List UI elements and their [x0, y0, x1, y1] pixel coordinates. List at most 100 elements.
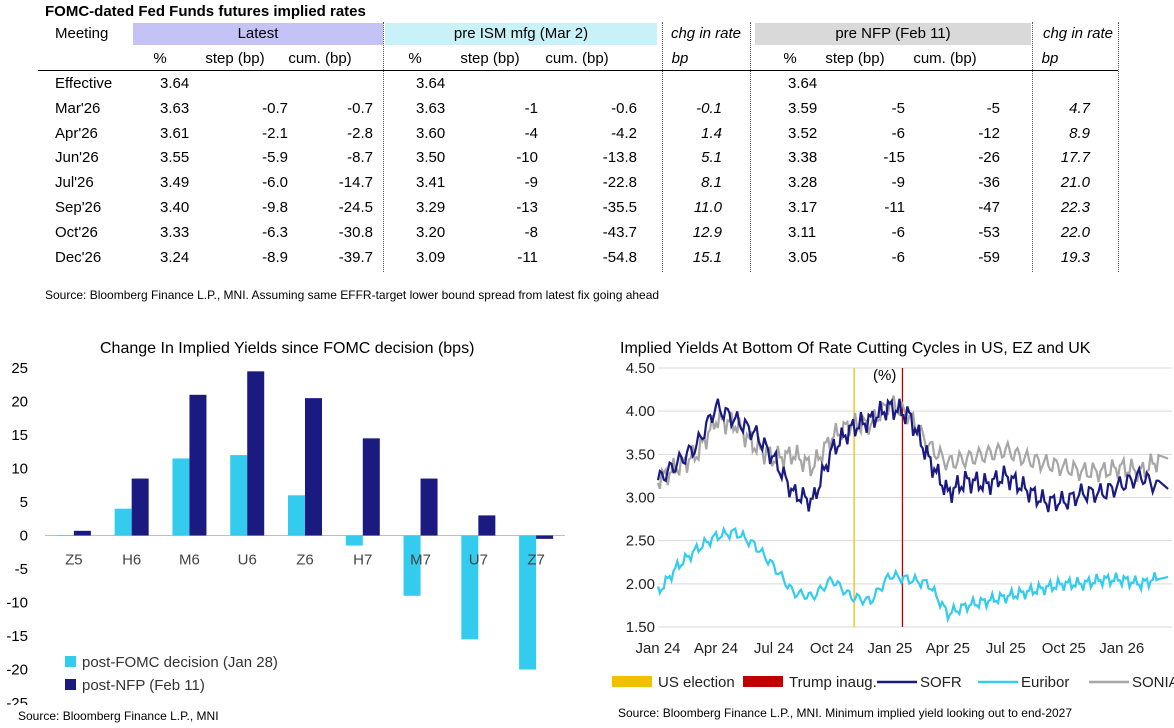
y-tick-label: 15 — [11, 427, 28, 444]
subheader: step (bp) — [205, 50, 265, 67]
x-tick-label: M7 — [410, 552, 431, 569]
table-cell: 8.1 — [701, 174, 722, 192]
subheader: cum. (bp) — [913, 50, 977, 67]
table-cell: -59 — [978, 248, 1000, 266]
group-header: Latest — [133, 23, 383, 45]
table-cell: -14.7 — [338, 174, 373, 192]
table-cell: -43.7 — [602, 223, 637, 241]
x-tick-label: Jan 26 — [1099, 640, 1144, 657]
legend-label: post-FOMC decision (Jan 28) — [82, 654, 278, 671]
x-tick-label: Apr 25 — [926, 640, 970, 657]
meeting-cell: Dec'26 — [55, 248, 102, 266]
y-tick-label: 1.50 — [626, 619, 655, 636]
group-header: chg in rate — [662, 23, 750, 45]
bar-chart-title: Change In Implied Yields since FOMC deci… — [100, 340, 475, 357]
table-cell: -13.8 — [602, 149, 637, 167]
subheader: step (bp) — [460, 50, 520, 67]
table-source: Source: Bloomberg Finance L.P., MNI. Ass… — [45, 288, 660, 302]
bar — [305, 398, 322, 536]
bar — [403, 535, 421, 596]
table-cell: -6 — [891, 124, 905, 142]
table-cell: 3.55 — [160, 149, 190, 167]
legend-label: Euribor — [1021, 674, 1069, 691]
table-cell: 3.63 — [416, 99, 446, 117]
table-cell: 17.7 — [1060, 149, 1090, 167]
legend-swatch — [65, 656, 76, 667]
bar — [362, 438, 380, 536]
table-cell: 3.61 — [160, 124, 190, 142]
x-tick-label: H7 — [353, 552, 372, 569]
table-cell: 22.0 — [1060, 223, 1090, 241]
bar — [247, 371, 265, 536]
table-cell: -30.8 — [338, 223, 373, 241]
x-tick-label: Oct 24 — [810, 640, 854, 657]
meeting-cell: Sep'26 — [55, 199, 102, 216]
table-cell: 3.64 — [160, 75, 190, 92]
bar — [114, 508, 132, 536]
meeting-cell: Jun'26 — [55, 149, 99, 167]
meeting-cell: Jul'26 — [55, 174, 94, 192]
table-cell: -5 — [891, 99, 905, 117]
table-cell: 3.52 — [788, 124, 818, 142]
meeting-cell: Mar'26 — [55, 99, 101, 117]
column-separator — [383, 22, 384, 272]
table-cell: -9 — [524, 174, 538, 192]
line-chart-source: Source: Bloomberg Finance L.P., MNI. Min… — [618, 706, 1073, 720]
table-cell: -8 — [524, 223, 538, 241]
column-separator — [1032, 22, 1033, 272]
bar-chart: 25 20 15 10 5 0 -5 -10 -15 -20 -25 Z5 H6 M6 U6 Z6 H7 M7 U7… — [6, 360, 565, 705]
bar — [420, 478, 438, 536]
y-tick-label: 2.50 — [626, 533, 655, 550]
column-separator — [750, 22, 751, 272]
table-cell: 3.49 — [160, 174, 190, 192]
table-cell: 3.29 — [416, 199, 446, 216]
y-tick-label: 10 — [11, 461, 28, 478]
table-cell: -2.1 — [262, 124, 288, 142]
subheader: bp — [1041, 50, 1059, 67]
table-cell: -0.7 — [262, 99, 288, 117]
meeting-cell: Effective — [55, 75, 113, 92]
table-cell: -13 — [516, 199, 538, 216]
table-cell: -0.7 — [347, 99, 373, 117]
y-tick-label: 4.00 — [626, 403, 655, 420]
legend-label: post-NFP (Feb 11) — [82, 677, 205, 694]
table-cell: -2.8 — [347, 124, 373, 142]
meeting-cell: Oct'26 — [55, 223, 98, 241]
table-cell: -6.0 — [262, 174, 288, 192]
table-cell: -11 — [517, 248, 538, 266]
column-separator — [1118, 22, 1119, 272]
table-cell: -9 — [891, 174, 905, 192]
table-cell: 22.3 — [1060, 199, 1090, 216]
table-cell: 3.11 — [788, 223, 817, 241]
table-cell: -22.8 — [602, 174, 637, 192]
table-cell: 3.64 — [416, 75, 446, 92]
legend-swatch — [65, 679, 76, 690]
x-tick-label: Oct 25 — [1042, 640, 1086, 657]
table-cell: -36 — [978, 174, 1000, 192]
bar — [172, 458, 190, 536]
series-line — [656, 395, 1169, 490]
rates-table: Latest pre ISM mfg (Mar 2) chg in rate pre … — [0, 0, 1174, 300]
x-tick-label: U7 — [469, 552, 488, 569]
series-line — [656, 398, 1169, 513]
table-cell: -6.3 — [262, 223, 288, 241]
bar — [536, 535, 554, 539]
table-cell: 5.1 — [701, 149, 722, 167]
table-cell: -0.6 — [611, 99, 637, 117]
meeting-header: Meeting — [55, 25, 109, 42]
y-tick-label: 4.50 — [626, 360, 655, 377]
x-tick-label: Z7 — [527, 552, 545, 569]
table-cell: 3.24 — [160, 248, 190, 266]
legend-label: SONIA — [1132, 674, 1174, 691]
table-cell: 3.33 — [160, 223, 190, 241]
table-cell: -47 — [978, 199, 1000, 216]
x-tick-label: U6 — [238, 552, 257, 569]
table-cell: -35.5 — [602, 199, 637, 216]
table-cell: 11.0 — [693, 199, 722, 216]
bar — [73, 530, 91, 536]
table-cell: -0.1 — [696, 99, 722, 117]
bar — [478, 515, 496, 536]
table-cell: -11 — [884, 199, 905, 216]
table-cell: 3.50 — [416, 149, 446, 167]
group-header: pre NFP (Feb 11) — [755, 23, 1031, 45]
